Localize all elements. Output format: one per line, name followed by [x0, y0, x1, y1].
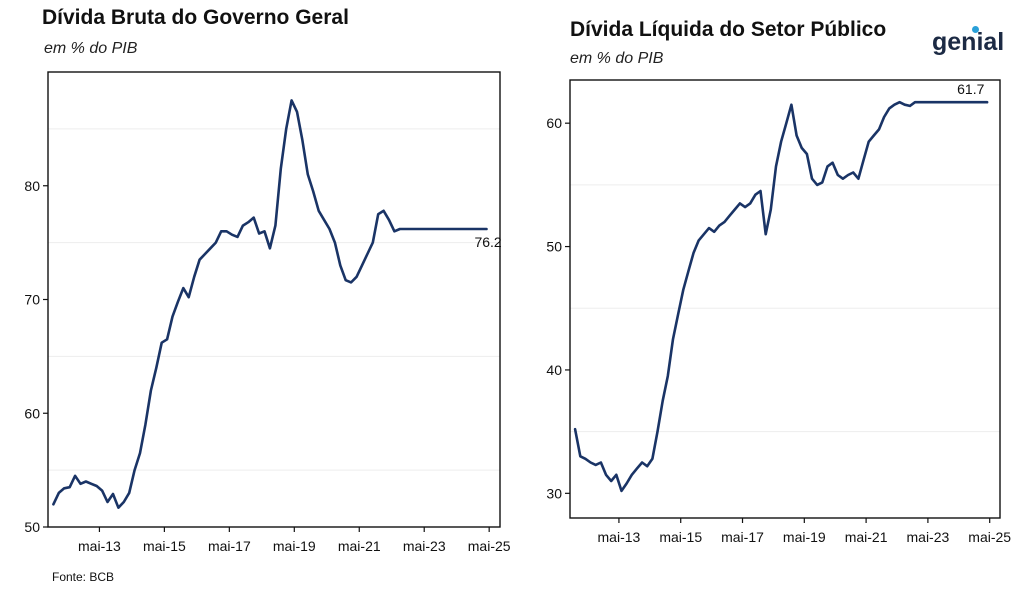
- chart-2-x-tick-label: mai-19: [783, 529, 826, 545]
- chart-2-series-line: [573, 100, 989, 493]
- chart-2-y-tick-label: 60: [546, 115, 562, 131]
- chart-1-series-line: [52, 99, 488, 510]
- chart-1-frame: [47, 71, 501, 528]
- chart-1-y-tick-label: 50: [24, 519, 40, 535]
- chart-1-x-tick-label: mai-19: [273, 538, 316, 554]
- chart-1-x-tick-label: mai-25: [468, 538, 511, 554]
- chart-2-y-tick-label: 30: [546, 485, 562, 501]
- chart-1-x-tick-label: mai-21: [338, 538, 381, 554]
- chart-1-group: 50 60 70 80 mai-13 mai-15 mai-17 mai-19 mai-21 ma…: [24, 71, 511, 554]
- chart-2-group: 30 40 50 60 mai-13 mai-15 mai-17 mai-19 mai-21 ma…: [546, 79, 1011, 545]
- chart-1-x-tick-label: mai-13: [78, 538, 121, 554]
- chart-2-subtitle: em % do PIB: [570, 50, 664, 67]
- chart-1-x-tick-label: mai-23: [403, 538, 446, 554]
- chart-1-x-tick-label: mai-15: [143, 538, 186, 554]
- chart-2-frame: [569, 79, 1001, 519]
- brand-logo-dot: [972, 26, 979, 33]
- chart-2-end-value-label: 61.7: [957, 81, 984, 97]
- brand-logo: genial: [932, 26, 1005, 57]
- chart-1-title: Dívida Bruta do Governo Geral: [42, 6, 349, 29]
- chart-2-y-tick-label: 50: [546, 239, 562, 255]
- chart-2-x-tick-label: mai-25: [968, 529, 1011, 545]
- chart-1-y-tick-label: 70: [24, 292, 40, 308]
- chart-2-y-tick-label: 40: [546, 362, 562, 378]
- brand-logo-text: genial: [932, 28, 1005, 56]
- chart-2-x-tick-label: mai-23: [907, 529, 950, 545]
- chart-2-x-tick-label: mai-13: [598, 529, 641, 545]
- chart-1-subtitle: em % do PIB: [44, 40, 138, 57]
- chart-1-y-tick-label: 80: [24, 178, 40, 194]
- chart-1-y-tick-label: 60: [24, 405, 40, 421]
- chart-1-end-value-label: 76.2: [474, 234, 501, 250]
- chart-2-title: Dívida Líquida do Setor Público: [570, 18, 887, 41]
- source-note: Fonte: BCB: [52, 570, 115, 584]
- chart-1-x-tick-label: mai-17: [208, 538, 251, 554]
- chart-2-x-tick-label: mai-15: [659, 529, 702, 545]
- chart-2-x-tick-label: mai-21: [845, 529, 888, 545]
- chart-2-x-tick-label: mai-17: [721, 529, 764, 545]
